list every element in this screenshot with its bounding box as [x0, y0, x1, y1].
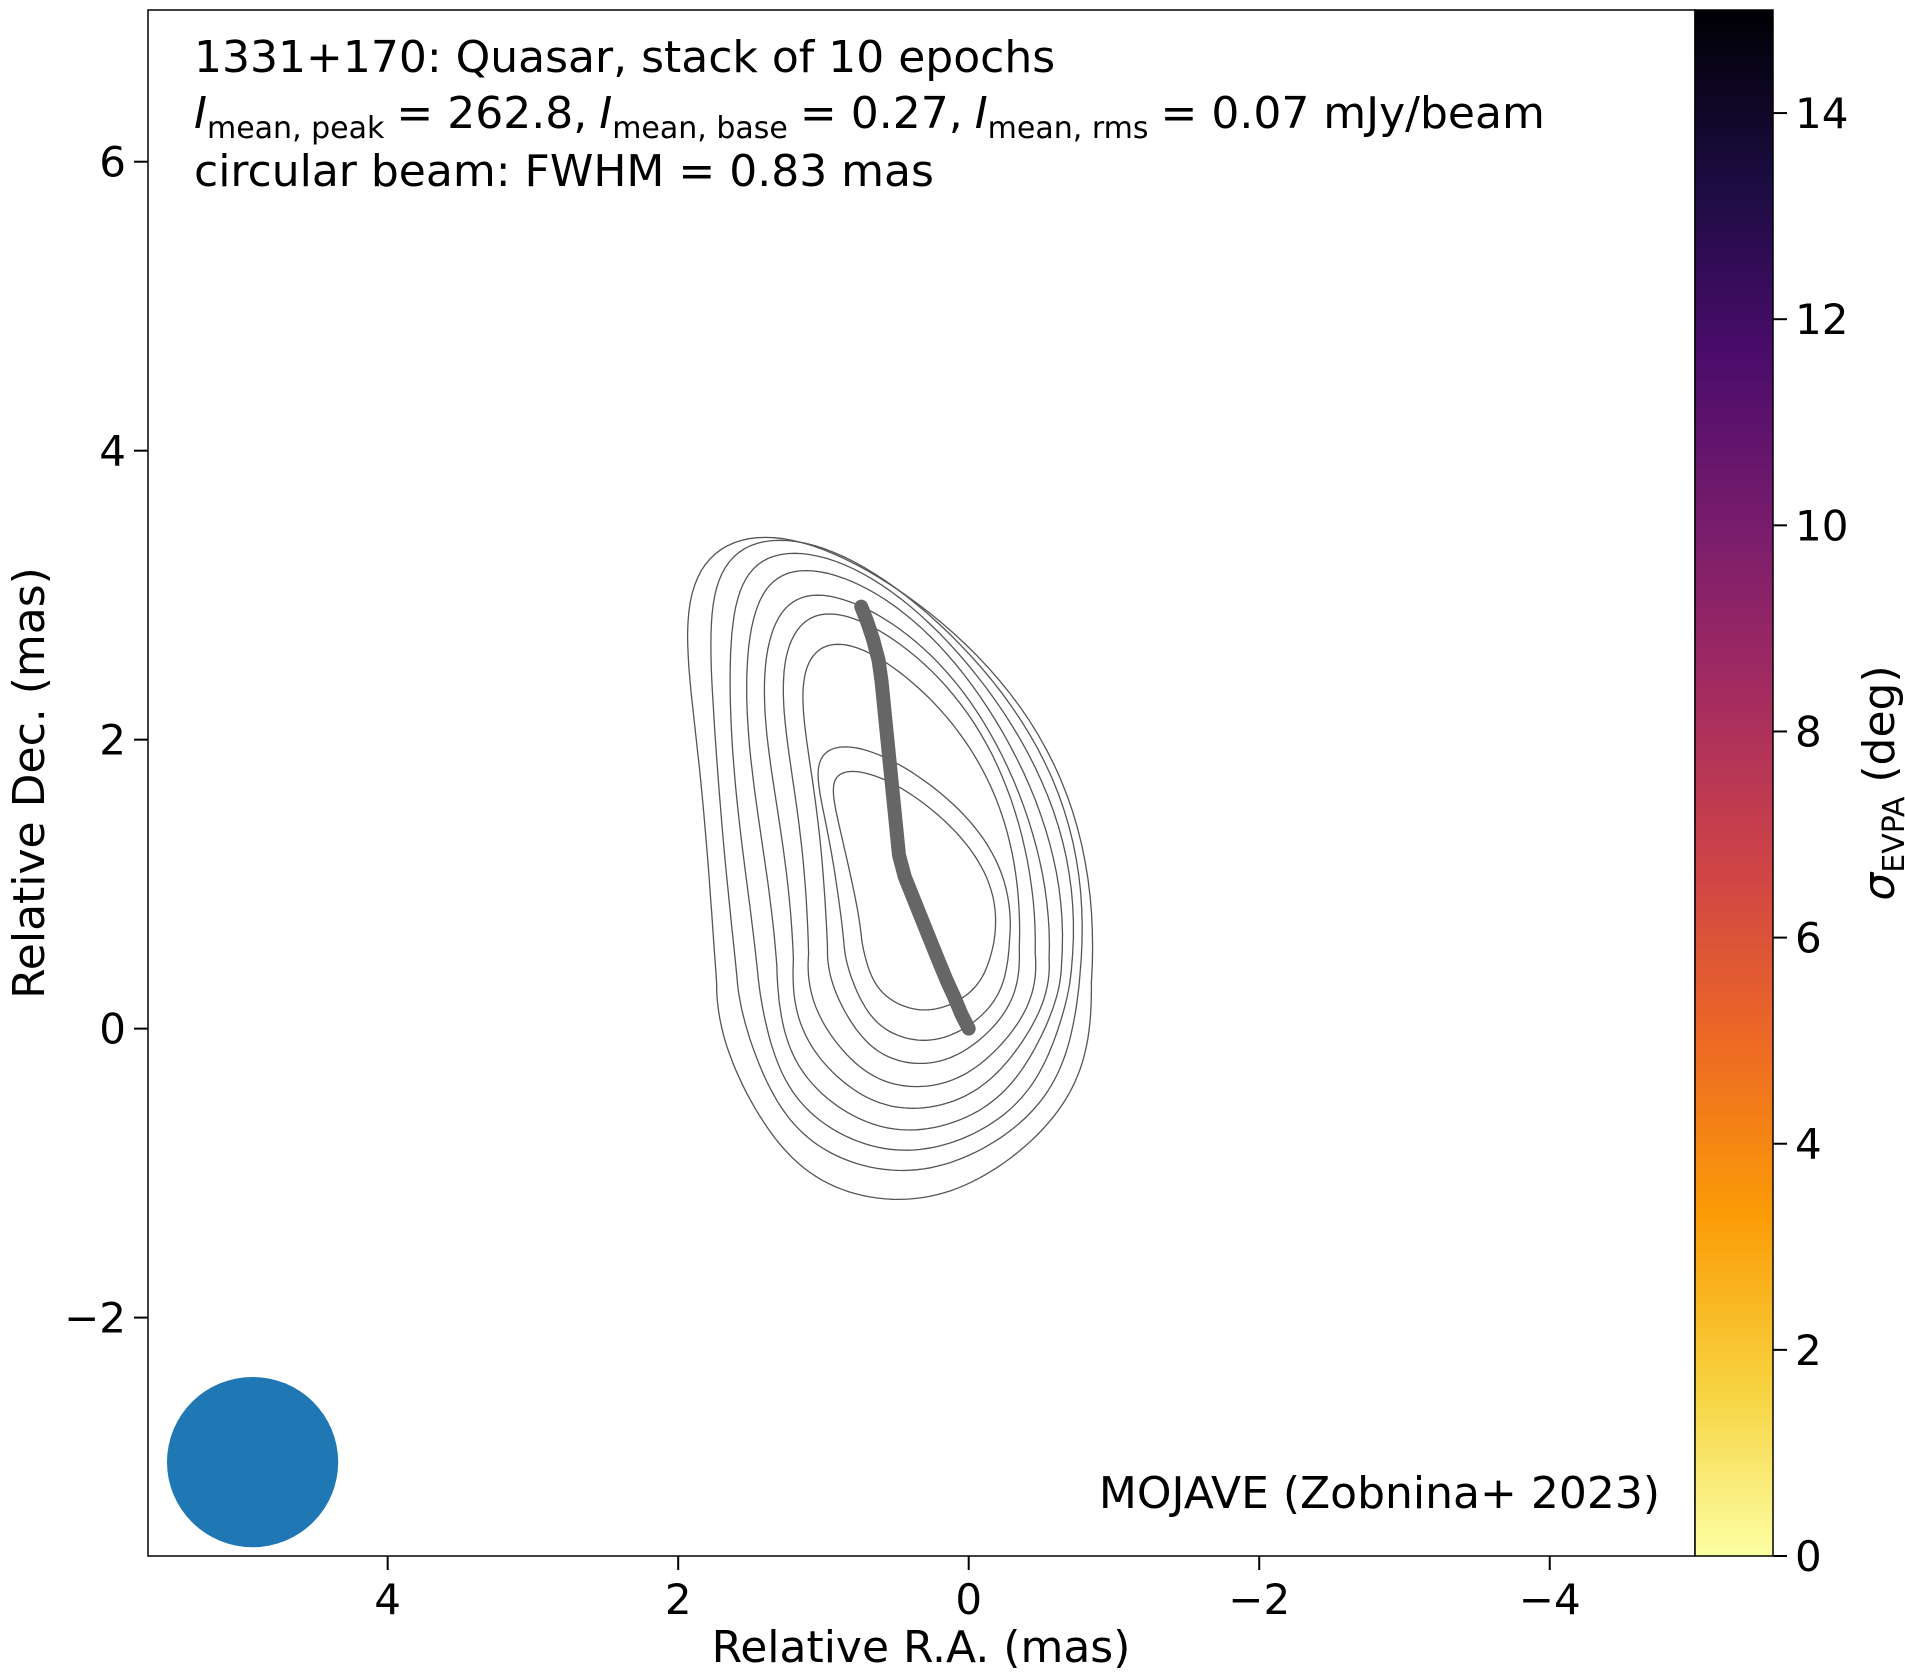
colorbar-tick-label: 10 [1795, 501, 1848, 550]
ridgeline [854, 599, 976, 1036]
colorbar-label: σEVPA (deg) [1854, 665, 1905, 900]
beam-group [166, 1376, 339, 1548]
contour-level-9 [686, 536, 1094, 1201]
rms-value: = 0.07 mJy/beam [1160, 88, 1544, 139]
colorbar-tick-label: 4 [1795, 1120, 1822, 1169]
x-axis-label: Relative R.A. (mas) [712, 1622, 1131, 1673]
rms-subscript: mean, rms [988, 111, 1149, 146]
colorbar-tick-label: 12 [1795, 295, 1848, 344]
x-tick-label: −2 [1228, 1575, 1290, 1624]
contour-group [686, 536, 1094, 1201]
y-tick-label: −2 [64, 1294, 126, 1343]
peak-subscript: mean, peak [207, 111, 385, 146]
contour-level-5 [763, 594, 1051, 1109]
contour-level-7 [729, 552, 1075, 1151]
y-axis-ticks: −2 0 2 4 6 [64, 138, 148, 1343]
colorbar-tick-label: 14 [1795, 89, 1848, 138]
rms-symbol: I [975, 88, 988, 139]
colorbar-tick-label: 8 [1795, 707, 1822, 756]
title-line-1: 1331+170: Quasar, stack of 10 epochs [194, 32, 1055, 83]
contour-level-3 [802, 643, 1021, 1065]
x-axis-ticks: 4 2 0 −2 −4 [374, 1556, 1581, 1624]
contour-level-2 [817, 746, 1011, 1041]
base-symbol: I [599, 88, 612, 139]
beam-ellipse [166, 1376, 339, 1548]
title-line-2: circular beam: FWHM = 0.83 mas [194, 146, 934, 197]
x-tick-label: 4 [374, 1575, 401, 1624]
base-subscript: mean, base [612, 111, 788, 146]
y-tick-label: 4 [99, 427, 126, 476]
colorbar-tick-label: 2 [1795, 1326, 1822, 1375]
contour-level-6 [746, 569, 1064, 1131]
plot-area [147, 9, 1696, 1557]
peak-value: = 262.8, [396, 88, 587, 139]
colorbar-tick-label: 6 [1795, 914, 1822, 963]
colorbar-label-subscript: EVPA [1877, 796, 1905, 873]
y-tick-label: 2 [99, 716, 126, 765]
credit-text: MOJAVE (Zobnina+ 2023) [1099, 1468, 1660, 1519]
x-tick-label: 2 [665, 1575, 692, 1624]
colorbar-label-symbol: σ [1854, 872, 1905, 901]
contour-level-4 [782, 613, 1037, 1088]
y-axis-label: Relative Dec. (mas) [4, 567, 55, 999]
colorbar-ticks: 0 2 4 6 8 10 12 14 [1773, 89, 1848, 1581]
colorbar [1694, 9, 1774, 1557]
stats-line: Imean, peak = 262.8, Imean, base = 0.27, Ime… [194, 88, 1545, 146]
contour-level-1 [832, 770, 997, 1011]
contour-level-8 [710, 539, 1083, 1172]
y-tick-label: 6 [99, 138, 126, 187]
plot-content [166, 536, 1094, 1548]
peak-symbol: I [194, 88, 207, 139]
colorbar-tick-label: 0 [1795, 1532, 1822, 1581]
x-tick-label: −4 [1519, 1575, 1581, 1624]
y-tick-label: 0 [99, 1005, 126, 1054]
base-value: = 0.27, [800, 88, 963, 139]
ridgeline-group [854, 599, 976, 1036]
x-tick-label: 0 [955, 1575, 982, 1624]
colorbar-label-unit: (deg) [1854, 665, 1905, 782]
